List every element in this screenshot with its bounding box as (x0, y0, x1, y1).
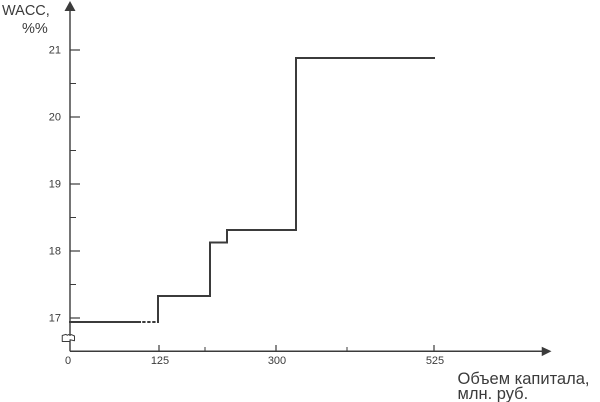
svg-text:300: 300 (268, 355, 286, 367)
svg-text:17: 17 (49, 313, 61, 325)
svg-text:21: 21 (49, 45, 61, 57)
svg-text:WACC,: WACC, (2, 3, 50, 19)
svg-text:525: 525 (426, 355, 444, 367)
svg-text:%%: %% (22, 21, 48, 37)
svg-text:19: 19 (49, 179, 61, 191)
svg-text:20: 20 (49, 112, 61, 124)
svg-text:млн. руб.: млн. руб. (458, 385, 529, 402)
svg-text:0: 0 (65, 355, 71, 367)
svg-text:125: 125 (151, 355, 169, 367)
svg-text:18: 18 (49, 246, 61, 258)
